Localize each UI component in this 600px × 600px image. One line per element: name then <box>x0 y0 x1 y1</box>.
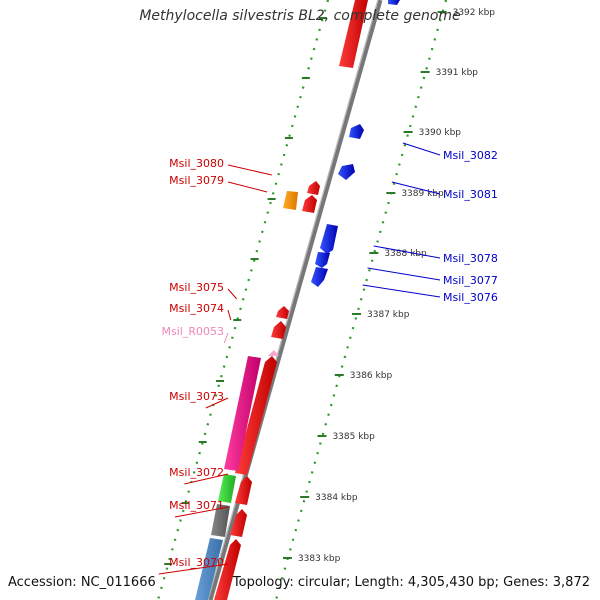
gene-label[interactable]: Msil_3081 <box>443 188 498 201</box>
gene-label[interactable]: Msil_R0053 <box>162 325 224 338</box>
gene-label[interactable]: Msil_3073 <box>169 390 224 403</box>
gene-msil-3070-steel <box>195 538 223 600</box>
accession-label: Accession: NC_011666 <box>8 575 156 590</box>
inner-guide-track <box>156 0 330 600</box>
genome-backbone-highlight <box>207 0 379 600</box>
gene-msil-3071-red <box>230 509 247 537</box>
outer-guide-track <box>274 0 448 600</box>
gene-leader-line <box>174 506 229 518</box>
tick-label: 3390 kbp <box>419 128 462 138</box>
gene-label[interactable]: Msil_3082 <box>443 149 498 162</box>
tick-label: 3383 kbp <box>298 554 341 564</box>
gene-arrow-top <box>339 0 368 68</box>
gene-leader-line <box>391 181 441 195</box>
gene-leader-line <box>227 181 268 193</box>
gene-msil-3071-gray <box>211 504 230 537</box>
gene-leader-line <box>158 563 229 575</box>
gene-label[interactable]: Msil_3080 <box>169 157 224 170</box>
gene-arrow-top-blue <box>388 0 400 5</box>
gene-label[interactable]: Msil_3077 <box>443 274 498 287</box>
gene-leader-line <box>205 397 229 409</box>
gene-leader-line <box>227 288 238 300</box>
gene-msil-3075-body <box>276 306 289 319</box>
gene-leader-line <box>184 473 229 485</box>
gene-msil-3073-pink <box>224 356 261 471</box>
gene-label[interactable]: Msil_3076 <box>443 291 498 304</box>
gene-msil-3073-red <box>235 356 277 475</box>
gene-msil-3076-body <box>311 267 328 287</box>
gene-label[interactable]: Msil_3070 <box>169 556 224 569</box>
genome-title: Methylocella silvestris BL2, complete ge… <box>139 8 461 24</box>
gene-leader-line <box>227 309 232 321</box>
tick-label: 3388 kbp <box>384 249 427 259</box>
gene-label[interactable]: Msil_3071 <box>169 499 224 512</box>
gene-label[interactable]: Msil_3078 <box>443 252 498 265</box>
gene-label[interactable]: Msil_3072 <box>169 466 224 479</box>
tick-label: 3384 kbp <box>315 493 358 503</box>
tick-label: 3389 kbp <box>401 189 444 199</box>
gene-leader-line <box>223 332 229 344</box>
tick-layer: 3392 kbp 3391 kbp 3390 kbp 3389 kbp 3388 kbp… <box>164 8 496 565</box>
gene-msil-3074-body <box>271 321 286 339</box>
gene-leader-line <box>367 267 441 281</box>
gene-msil-3072-red <box>235 476 252 505</box>
gene-msil-3082-body <box>349 124 364 139</box>
gene-leader-line <box>373 245 441 259</box>
tick-label: 3386 kbp <box>350 371 393 381</box>
gene-msil-3072-green <box>218 474 236 503</box>
gene-label[interactable]: Msil_3074 <box>169 302 224 315</box>
tick-label: 3391 kbp <box>436 68 479 78</box>
gene-msil-3078-body <box>320 224 338 254</box>
topology-label: Topology: circular; Length: 4,305,430 bp… <box>232 575 590 590</box>
gene-label[interactable]: Msil_3075 <box>169 281 224 294</box>
genome-backbone <box>207 0 383 600</box>
gene-label-layer: Msil_3080 Msil_3079 Msil_3075 Msil_3074 Msil… <box>158 142 498 575</box>
gene-msil-r0053-body <box>268 350 279 356</box>
gene-msil-3070-red <box>214 539 241 600</box>
tick-label: 3387 kbp <box>367 310 410 320</box>
gene-msil-3079-orange <box>283 191 298 210</box>
gene-msil-3080-body <box>307 181 320 195</box>
tick-label: 3385 kbp <box>332 432 375 442</box>
gene-msil-3079-body <box>302 195 317 213</box>
gene-msil-3077-body <box>315 252 330 268</box>
gene-leader-line <box>402 142 441 156</box>
gene-msil-3081-body <box>338 164 355 180</box>
gene-leader-line <box>227 164 272 176</box>
gene-leader-line <box>362 284 441 298</box>
gene-label[interactable]: Msil_3079 <box>169 174 224 187</box>
tick-label: 3392 kbp <box>453 8 496 18</box>
